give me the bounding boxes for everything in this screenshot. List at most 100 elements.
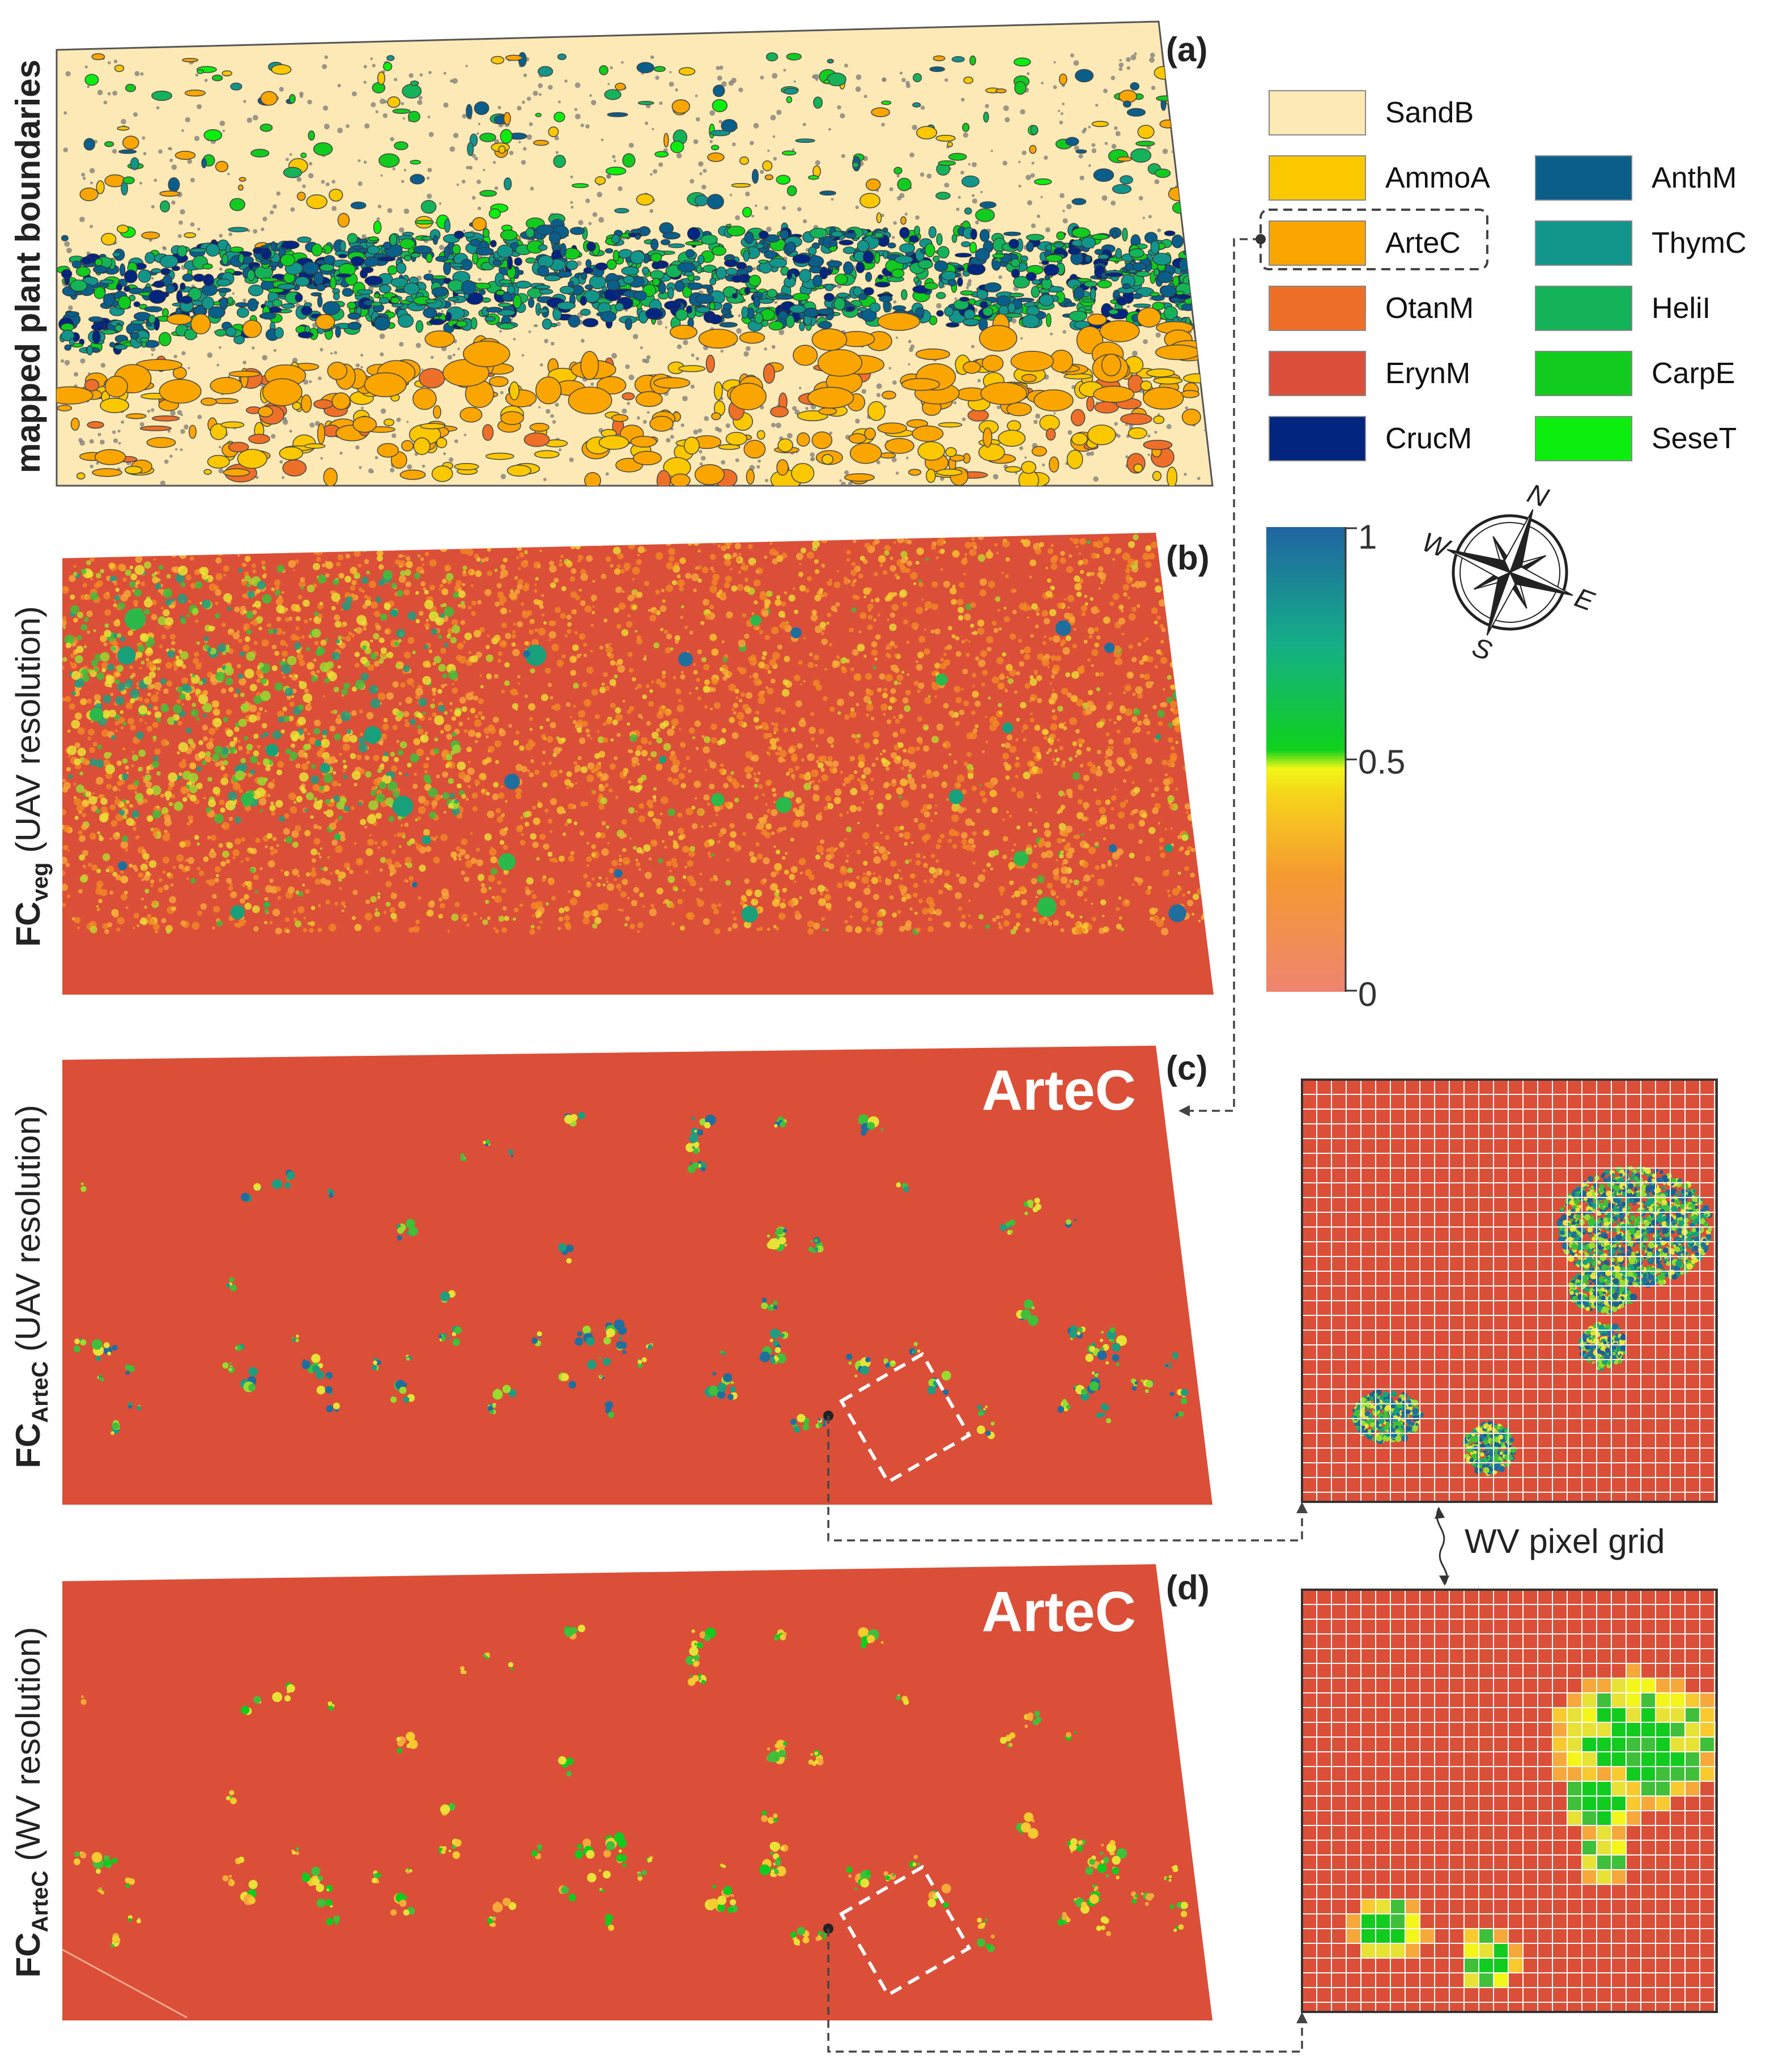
plant-patch bbox=[118, 295, 131, 309]
plant-patch bbox=[827, 58, 834, 64]
veg-texture-dot bbox=[171, 640, 176, 646]
veg-texture-dot bbox=[82, 583, 87, 588]
plant-dot bbox=[764, 347, 767, 351]
veg-texture-dot bbox=[649, 689, 653, 693]
plant-patch bbox=[220, 421, 245, 428]
veg-texture-dot bbox=[1167, 675, 1172, 680]
veg-texture-dot bbox=[887, 654, 892, 659]
plant-patch bbox=[429, 319, 445, 325]
plant-patch bbox=[984, 282, 1002, 292]
veg-texture-dot bbox=[1073, 879, 1079, 885]
veg-texture-dot bbox=[131, 764, 134, 767]
plant-dot bbox=[721, 460, 726, 465]
veg-texture-dot bbox=[359, 709, 363, 714]
plant-patch bbox=[653, 66, 666, 73]
plant-dot bbox=[1002, 160, 1007, 166]
plant-patch bbox=[917, 260, 933, 269]
plant-patch bbox=[933, 55, 946, 62]
plant-patch bbox=[812, 274, 823, 288]
plant-dot bbox=[219, 120, 225, 126]
veg-texture-dot bbox=[350, 753, 356, 759]
veg-texture-dot bbox=[120, 875, 129, 884]
veg-texture-dot bbox=[537, 800, 541, 803]
plant-dot bbox=[1041, 82, 1044, 85]
veg-texture-dot bbox=[240, 898, 245, 904]
veg-texture-dot bbox=[968, 924, 973, 929]
plant-patch bbox=[635, 391, 663, 407]
plant-patch bbox=[402, 83, 422, 99]
veg-texture-dot bbox=[878, 875, 882, 880]
plant-dot bbox=[1031, 223, 1036, 228]
plant-dot bbox=[778, 329, 785, 336]
plant-patch bbox=[537, 265, 550, 277]
veg-texture-dot bbox=[144, 905, 147, 909]
plant-dot bbox=[337, 83, 341, 88]
veg-texture-dot bbox=[937, 838, 942, 843]
veg-texture-dot bbox=[924, 628, 927, 631]
veg-texture-dot bbox=[812, 540, 820, 548]
plant-patch bbox=[1026, 233, 1045, 241]
veg-texture-dot bbox=[212, 708, 220, 716]
veg-texture-dot bbox=[1033, 669, 1038, 674]
plant-dot bbox=[477, 206, 482, 210]
plant-patch bbox=[768, 258, 788, 268]
plant-patch bbox=[685, 249, 695, 257]
veg-texture-dot bbox=[75, 537, 84, 546]
plant-dot bbox=[403, 168, 407, 172]
plant-dot bbox=[735, 215, 740, 220]
plant-patch bbox=[799, 269, 811, 283]
plant-dot bbox=[380, 352, 384, 356]
plant-patch bbox=[197, 69, 204, 74]
veg-texture-dot bbox=[686, 537, 690, 541]
plant-patch bbox=[1069, 311, 1088, 322]
veg-texture-dot bbox=[916, 927, 921, 933]
veg-texture-dot bbox=[644, 580, 650, 587]
plant-dot bbox=[904, 213, 908, 216]
plant-patch bbox=[879, 452, 896, 459]
plant-patch bbox=[687, 227, 701, 240]
plant-patch bbox=[151, 268, 162, 274]
veg-texture-dot bbox=[980, 650, 988, 657]
plant-patch bbox=[413, 245, 432, 254]
plant-dot bbox=[418, 96, 423, 100]
veg-texture-dot bbox=[799, 563, 802, 566]
plant-dot bbox=[472, 196, 476, 200]
plant-patch bbox=[607, 112, 628, 117]
plant-dot bbox=[454, 439, 458, 443]
plant-patch bbox=[831, 231, 844, 237]
veg-texture-dot bbox=[199, 601, 203, 605]
veg-texture-dot bbox=[1016, 791, 1024, 799]
veg-texture-dot bbox=[861, 774, 866, 779]
veg-texture-dot bbox=[1060, 804, 1066, 810]
plant-dot bbox=[358, 159, 361, 162]
veg-texture-dot bbox=[301, 635, 305, 639]
veg-texture-dot bbox=[726, 611, 733, 619]
plant-patch bbox=[267, 287, 284, 293]
veg-texture-dot bbox=[975, 724, 979, 728]
plant-dot bbox=[1154, 179, 1160, 184]
plant-dot bbox=[180, 413, 184, 417]
plant-patch bbox=[1159, 119, 1176, 129]
plant-patch bbox=[461, 280, 476, 295]
veg-texture-dot bbox=[1163, 778, 1171, 786]
veg-texture-dot bbox=[338, 783, 341, 787]
plant-dot bbox=[767, 149, 770, 152]
veg-texture-dot bbox=[586, 842, 589, 845]
plant-dot bbox=[895, 336, 898, 339]
veg-texture-dot bbox=[973, 545, 977, 550]
plant-patch bbox=[899, 227, 910, 239]
veg-texture-dot bbox=[484, 833, 492, 841]
veg-texture-dot bbox=[667, 808, 676, 817]
plant-patch bbox=[705, 354, 715, 373]
plant-patch bbox=[1152, 471, 1162, 481]
plant-dot bbox=[428, 71, 432, 74]
veg-texture-dot bbox=[653, 642, 660, 649]
plant-patch bbox=[181, 58, 199, 62]
plant-dot bbox=[622, 408, 627, 414]
plant-patch bbox=[502, 292, 512, 302]
plant-dot bbox=[837, 105, 841, 110]
veg-texture-dot bbox=[635, 859, 638, 861]
plant-dot bbox=[574, 108, 578, 111]
veg-texture-dot bbox=[458, 857, 462, 861]
veg-texture-dot bbox=[109, 890, 114, 895]
